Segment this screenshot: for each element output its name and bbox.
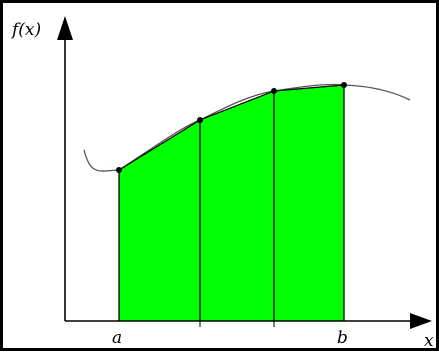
node-point	[341, 82, 347, 88]
trapezoid-area	[119, 85, 344, 321]
y-axis-label: f(x)	[10, 20, 41, 40]
x-axis-label: x	[424, 331, 434, 351]
node-point	[271, 88, 277, 94]
function-curve	[83, 83, 411, 172]
upper-limit-label: b	[337, 328, 348, 348]
node-point	[116, 167, 122, 173]
x-axis-arrow-icon	[410, 313, 432, 329]
node-point	[197, 117, 203, 123]
trapezoid-chords	[118, 84, 345, 171]
lower-limit-label: a	[112, 328, 122, 348]
y-axis-arrow-icon	[57, 16, 73, 40]
